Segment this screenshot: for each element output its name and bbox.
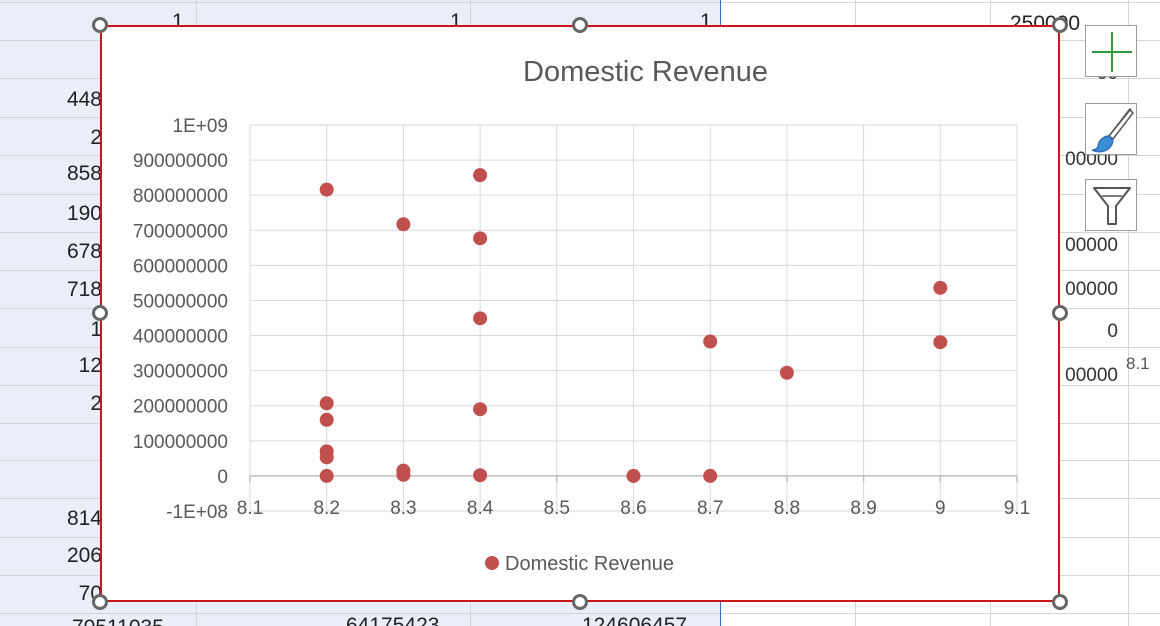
resize-handle-bottom[interactable] bbox=[572, 594, 588, 610]
data-point bbox=[319, 450, 334, 465]
resize-handle-top-left[interactable] bbox=[92, 17, 108, 33]
x-tick-label: 8.5 bbox=[544, 498, 570, 519]
resize-handle-right[interactable] bbox=[1052, 305, 1068, 321]
chart-styles-button[interactable] bbox=[1085, 103, 1137, 155]
data-point bbox=[473, 231, 488, 246]
data-point bbox=[626, 468, 641, 483]
y-tick-label: 700000000 bbox=[133, 221, 228, 242]
y-tick-label: 800000000 bbox=[133, 186, 228, 207]
scatter-chart[interactable]: Domestic Revenue 1E+09 900000000 800000000 7… bbox=[100, 25, 1060, 602]
y-tick-label: 400000000 bbox=[133, 327, 228, 348]
x-tick-label: 8.7 bbox=[697, 498, 723, 519]
resize-handle-left[interactable] bbox=[92, 305, 108, 321]
x-tick-label: 8.3 bbox=[390, 498, 416, 519]
y-tick-label: 500000000 bbox=[133, 291, 228, 312]
plus-icon bbox=[1092, 32, 1132, 72]
cell[interactable]: 2 bbox=[90, 392, 102, 415]
cell[interactable]: 2 bbox=[90, 126, 102, 149]
resize-handle-bottom-left[interactable] bbox=[92, 594, 108, 610]
cell[interactable]: 190 bbox=[66, 202, 102, 225]
funnel-icon bbox=[1093, 187, 1131, 225]
data-point bbox=[703, 334, 718, 349]
legend-label: Domestic Revenue bbox=[505, 553, 674, 575]
data-point bbox=[473, 402, 488, 417]
data-point bbox=[396, 217, 411, 232]
data-point bbox=[473, 168, 488, 183]
cell[interactable]: 1 bbox=[450, 10, 462, 33]
cell[interactable]: 718 bbox=[66, 278, 102, 301]
cell[interactable]: 448 bbox=[66, 88, 102, 111]
cell[interactable]: 0 bbox=[1107, 321, 1118, 342]
y-tick-label: -1E+08 bbox=[166, 502, 228, 523]
cell[interactable]: 1 bbox=[90, 318, 102, 341]
chart-title: Domestic Revenue bbox=[523, 56, 768, 88]
y-tick-label: 300000000 bbox=[133, 362, 228, 383]
cell[interactable]: 12 bbox=[78, 354, 102, 377]
cell[interactable]: 124606457 bbox=[582, 614, 688, 626]
x-tick-label: 8.1 bbox=[237, 498, 263, 519]
data-point bbox=[703, 468, 718, 483]
y-tick-label: 100000000 bbox=[133, 432, 228, 453]
cell[interactable]: 00000 bbox=[1065, 365, 1118, 386]
resize-handle-top-right[interactable] bbox=[1052, 17, 1068, 33]
x-tick-label: 9.1 bbox=[1004, 498, 1030, 519]
row-divider bbox=[0, 2, 1160, 3]
data-point bbox=[319, 396, 334, 411]
x-tick-label: 8.6 bbox=[620, 498, 646, 519]
data-point bbox=[933, 335, 948, 350]
data-point bbox=[319, 468, 334, 483]
cell[interactable]: 678 bbox=[66, 240, 102, 263]
y-tick-label: 1E+09 bbox=[173, 116, 228, 137]
cell[interactable]: 70511035 bbox=[72, 616, 164, 626]
paintbrush-icon bbox=[1091, 108, 1134, 153]
data-point bbox=[779, 365, 794, 380]
x-tick-label: 9 bbox=[935, 498, 946, 519]
chart-elements-button[interactable] bbox=[1085, 25, 1137, 77]
cell[interactable]: 00000 bbox=[1065, 235, 1118, 256]
resize-handle-top[interactable] bbox=[572, 17, 588, 33]
cell[interactable]: 00000 bbox=[1065, 279, 1118, 300]
cell[interactable]: 814 bbox=[66, 507, 102, 530]
x-tick-label: 8.8 bbox=[774, 498, 800, 519]
chart-canvas: Domestic Revenue 1E+09 900000000 800000000 7… bbox=[133, 56, 1030, 575]
data-point bbox=[473, 468, 488, 483]
y-tick-label: 600000000 bbox=[133, 256, 228, 277]
cell[interactable]: 858 bbox=[66, 162, 102, 185]
cell[interactable]: 1 bbox=[172, 10, 184, 33]
data-point bbox=[473, 311, 488, 326]
data-point bbox=[933, 280, 948, 295]
y-tick-label: 900000000 bbox=[133, 151, 228, 172]
cell[interactable]: 8.1 bbox=[1126, 354, 1150, 373]
x-tick-label: 8.9 bbox=[850, 498, 876, 519]
cell[interactable]: 1 bbox=[700, 10, 712, 33]
row-divider bbox=[0, 613, 1160, 614]
legend-marker bbox=[485, 556, 499, 570]
data-point bbox=[396, 467, 411, 482]
x-tick-label: 8.2 bbox=[313, 498, 339, 519]
cell[interactable]: 206 bbox=[66, 544, 102, 567]
column-divider bbox=[1128, 0, 1129, 626]
y-tick-label: 0 bbox=[217, 467, 228, 488]
cell[interactable]: 64175423 bbox=[346, 614, 440, 626]
data-point bbox=[319, 412, 334, 427]
data-point bbox=[319, 182, 334, 197]
resize-handle-bottom-right[interactable] bbox=[1052, 594, 1068, 610]
y-tick-label: 200000000 bbox=[133, 397, 228, 418]
x-tick-label: 8.4 bbox=[467, 498, 494, 519]
chart-filters-button[interactable] bbox=[1085, 179, 1137, 231]
